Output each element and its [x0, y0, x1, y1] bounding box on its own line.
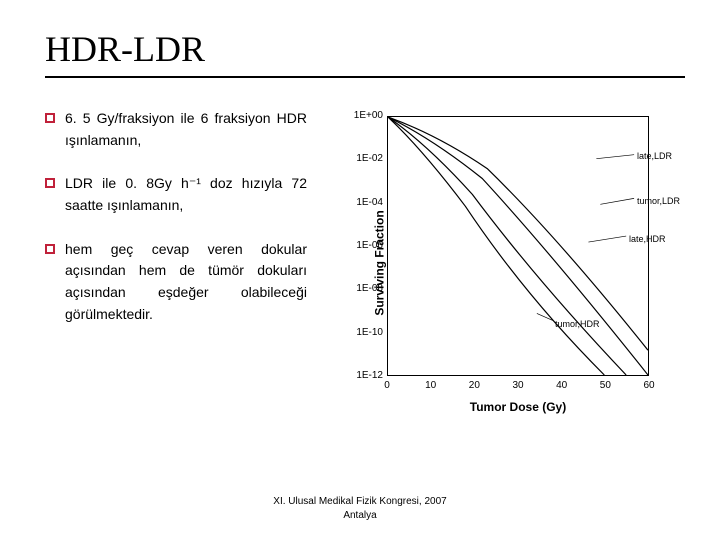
y-tick: 1E-08 [347, 283, 383, 294]
footer-line-1: XI. Ulusal Medikal Fizik Kongresi, 2007 [273, 496, 446, 507]
title-section: HDR-LDR [0, 0, 720, 86]
bullet-list: 6. 5 Gy/fraksiyon ile 6 fraksiyon HDR ış… [45, 108, 307, 418]
plot-area [387, 116, 649, 376]
label-leader [588, 236, 626, 242]
curve-tumor-ldr [388, 117, 648, 375]
curve-late-ldr [388, 117, 648, 350]
y-tick: 1E-02 [347, 153, 383, 164]
curve-label: tumor,HDR [555, 319, 600, 329]
bullet-icon [45, 244, 55, 254]
bullet-icon [45, 113, 55, 123]
x-tick: 30 [512, 380, 523, 391]
x-tick: 20 [469, 380, 480, 391]
list-item: 6. 5 Gy/fraksiyon ile 6 fraksiyon HDR ış… [45, 108, 307, 151]
bullet-text: LDR ile 0. 8Gy h⁻¹ doz hızıyla 72 saatte… [65, 173, 307, 216]
y-tick: 1E-06 [347, 240, 383, 251]
bullet-text: hem geç cevap veren dokular açısından he… [65, 239, 307, 326]
x-tick: 10 [425, 380, 436, 391]
content-row: 6. 5 Gy/fraksiyon ile 6 fraksiyon HDR ış… [0, 86, 720, 418]
bullet-icon [45, 178, 55, 188]
y-tick: 1E-04 [347, 197, 383, 208]
page-title: HDR-LDR [45, 28, 684, 70]
curve-label: late,LDR [637, 151, 672, 161]
curve-label: late,HDR [629, 234, 666, 244]
x-tick: 50 [600, 380, 611, 391]
title-underline [45, 76, 685, 78]
x-axis-label: Tumor Dose (Gy) [387, 400, 649, 414]
x-tick: 40 [556, 380, 567, 391]
bullet-text: 6. 5 Gy/fraksiyon ile 6 fraksiyon HDR ış… [65, 108, 307, 151]
chart-column: Surviving Fraction 1E+00 1E-02 1E-04 1E-06 1… [325, 108, 696, 418]
curve-tumor-hdr [388, 117, 604, 375]
x-tick: 0 [384, 380, 390, 391]
y-tick: 1E-10 [347, 327, 383, 338]
list-item: LDR ile 0. 8Gy h⁻¹ doz hızıyla 72 saatte… [45, 173, 307, 216]
curve-label: tumor,LDR [637, 196, 680, 206]
y-axis-label: Surviving Fraction [373, 210, 387, 315]
y-tick: 1E-12 [347, 370, 383, 381]
surviving-fraction-chart: Surviving Fraction 1E+00 1E-02 1E-04 1E-06 1… [325, 108, 675, 418]
label-leader [596, 155, 634, 159]
footer-line-2: Antalya [343, 510, 376, 521]
y-tick: 1E+00 [347, 110, 383, 121]
curves-svg [388, 117, 648, 375]
label-leader [600, 198, 634, 204]
x-tick: 60 [643, 380, 654, 391]
list-item: hem geç cevap veren dokular açısından he… [45, 239, 307, 326]
curve-late-hdr [388, 117, 626, 375]
footer: XI. Ulusal Medikal Fizik Kongresi, 2007 … [0, 495, 720, 522]
